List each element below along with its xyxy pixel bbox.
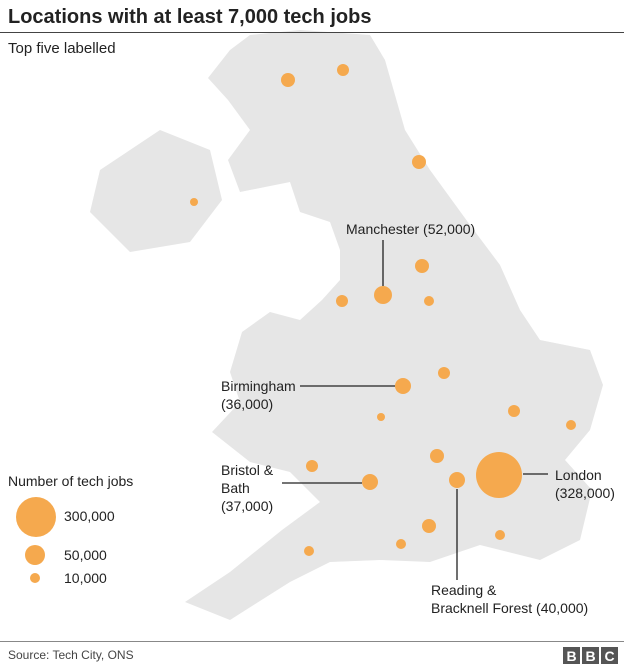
bubble: [190, 198, 198, 206]
bubble: [336, 295, 348, 307]
bubble: [304, 546, 314, 556]
bubble-birmingham: [395, 378, 411, 394]
legend-label-300000: 300,000: [64, 508, 115, 524]
bubble: [424, 296, 434, 306]
bubble: [415, 259, 429, 273]
bubble: [377, 413, 385, 421]
footer-divider: [0, 641, 624, 642]
label-birmingham: Birmingham (36,000): [221, 378, 296, 412]
bubble: [396, 539, 406, 549]
bubble: [508, 405, 520, 417]
leader-lines: [282, 240, 548, 580]
chart-title: Locations with at least 7,000 tech jobs: [8, 6, 372, 28]
legend-circle-10000: [30, 573, 40, 583]
bubble-london: [476, 452, 522, 498]
bubble: [430, 449, 444, 463]
bubble: [412, 155, 426, 169]
bubble: [306, 460, 318, 472]
legend-label-10000: 10,000: [64, 570, 107, 586]
bubble: [438, 367, 450, 379]
legend-title: Number of tech jobs: [8, 473, 134, 489]
bubble: [495, 530, 505, 540]
legend-label-50000: 50,000: [64, 547, 107, 563]
source-text: Source: Tech City, ONS: [8, 648, 134, 662]
bubble: [566, 420, 576, 430]
legend-circle-300000: [16, 497, 56, 537]
legend-circles: [16, 497, 56, 583]
northern-ireland-shape: [90, 130, 222, 252]
label-bristol-bath: Bristol & Bath (37,000): [221, 462, 274, 514]
label-manchester: Manchester (52,000): [346, 221, 476, 237]
label-reading: Reading & Bracknell Forest (40,000): [431, 582, 589, 616]
label-london: London (328,000): [555, 467, 615, 501]
bubble-manchester: [374, 286, 392, 304]
bubble: [337, 64, 349, 76]
bubble: [281, 73, 295, 87]
subtitle: Top five labelled: [8, 40, 116, 57]
great-britain-shape: [185, 30, 603, 620]
bubbles: [190, 64, 576, 556]
title-divider: [0, 32, 624, 33]
legend-circle-50000: [25, 545, 45, 565]
bubble-bristol-bath: [362, 474, 378, 490]
bubble-reading: [449, 472, 465, 488]
bubble: [422, 519, 436, 533]
